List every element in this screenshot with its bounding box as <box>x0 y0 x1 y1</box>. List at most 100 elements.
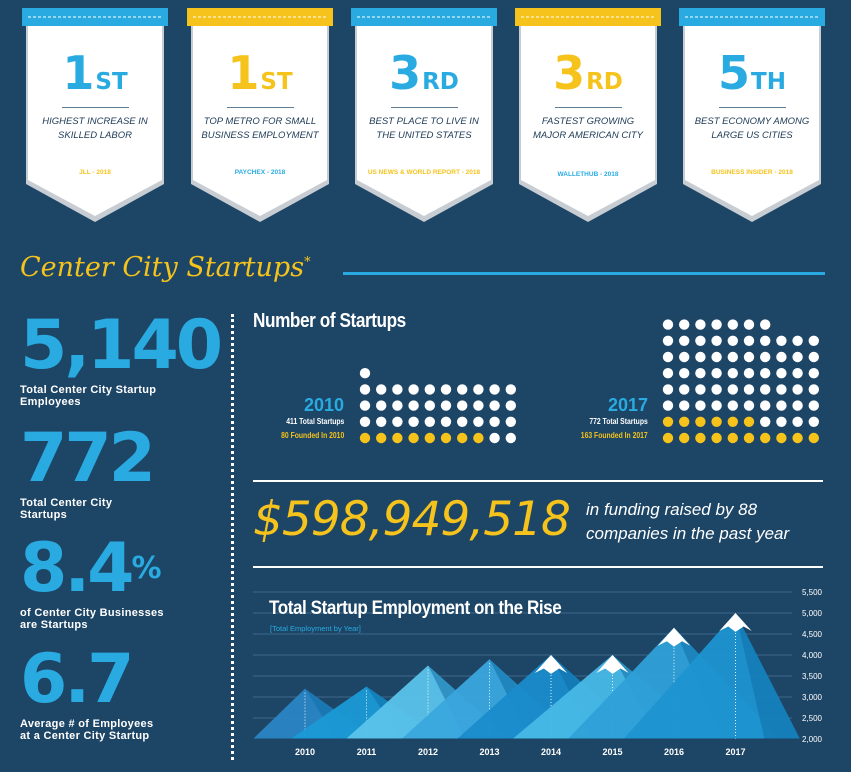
startup-dot <box>792 335 803 346</box>
stat-caption: Total Center City Startup Employees <box>20 384 157 408</box>
startup-dot <box>711 319 722 330</box>
startup-dot <box>792 416 803 427</box>
stat-caption: of Center City Businesses are Startups <box>20 607 164 631</box>
award-source: WALLETHUB - 2018 <box>557 171 619 178</box>
startup-dot <box>760 351 771 363</box>
badge-shape <box>351 8 497 222</box>
startup-dot <box>359 416 371 427</box>
startup-dot <box>711 335 722 346</box>
startup-dot <box>505 416 516 427</box>
award-source: BUSINESS INSIDER - 2018 <box>711 169 793 176</box>
divider <box>555 107 622 108</box>
award-badge: 3RD BEST PLACE TO LIVE IN THE UNITED STA… <box>351 8 497 224</box>
startup-dot <box>679 384 690 395</box>
founded-dot <box>743 416 755 427</box>
founded-dot <box>376 432 387 444</box>
y-tick-label: 4,500 <box>802 630 823 639</box>
y-tick-label: 2,000 <box>802 735 823 744</box>
startup-dot <box>792 384 803 395</box>
startup-dot <box>776 368 787 379</box>
funding-amount: $598,949,518 <box>253 492 571 547</box>
stat-caption: Total Center City Startups <box>20 497 113 521</box>
startup-dot <box>392 384 403 395</box>
y-tick-label: 5,500 <box>802 588 823 597</box>
startup-dot <box>662 368 674 379</box>
founded-dot <box>359 432 371 444</box>
y-tick-label: 5,000 <box>802 609 823 618</box>
award-description: FASTEST GROWING MAJOR AMERICAN CITY <box>533 116 643 141</box>
startup-dot <box>662 400 674 411</box>
startup-dot <box>679 335 690 346</box>
x-tick-label: 2016 <box>664 747 684 757</box>
startup-dot <box>440 416 452 427</box>
award-description: BEST PLACE TO LIVE IN THE UNITED STATES <box>369 116 479 141</box>
founded-dot <box>440 432 452 444</box>
snow-cap <box>657 627 691 647</box>
startup-dot <box>727 351 738 363</box>
startup-dot <box>743 384 755 395</box>
startup-dot <box>808 384 819 395</box>
founded-dot <box>662 416 674 427</box>
startups-title: Number of Startups <box>253 310 406 332</box>
startup-dot <box>662 335 674 346</box>
startup-dot <box>776 351 787 363</box>
mountain-shadow <box>489 659 578 739</box>
startup-dot <box>711 384 722 395</box>
chart-title: Total Startup Employment on the Rise <box>269 598 562 619</box>
startup-dot <box>679 400 690 411</box>
startup-dot <box>695 335 706 346</box>
startup-dot <box>408 384 419 395</box>
year-2017: 2017 <box>607 395 648 415</box>
startup-dot <box>743 351 755 363</box>
founded-dot <box>695 432 706 444</box>
rank: 1ST <box>227 46 293 100</box>
startup-dot <box>679 319 690 330</box>
snow-cap <box>719 613 752 632</box>
startup-dot <box>679 351 690 363</box>
awards-row: 1ST HIGHEST INCREASE IN SKILLED LABOR JL… <box>0 0 851 240</box>
startup-dot <box>392 400 403 411</box>
startup-dot <box>695 351 706 363</box>
startup-dot <box>695 384 706 395</box>
startup-dot <box>760 319 771 330</box>
founded-dot <box>679 432 690 444</box>
startup-dot <box>473 416 484 427</box>
startup-dot <box>727 319 738 330</box>
stat-value: 8.4% <box>20 529 162 608</box>
startup-dot <box>695 400 706 411</box>
startup-dot <box>727 335 738 346</box>
startup-dot <box>457 416 468 427</box>
startup-dot <box>473 400 484 411</box>
founded-dot <box>711 416 722 427</box>
stat-value: 772 <box>20 419 156 498</box>
stat-avg-employees: 6.7 Average # of Employees at a Center Ci… <box>20 646 153 743</box>
startup-dot <box>457 400 468 411</box>
founded-dot <box>792 432 803 444</box>
startup-dot <box>408 400 419 411</box>
founded-dot <box>760 432 771 444</box>
startup-dot <box>808 416 819 427</box>
startup-dot <box>424 400 435 411</box>
founded-dot <box>776 432 787 444</box>
startup-dot <box>440 400 452 411</box>
startup-dot <box>505 400 516 411</box>
x-tick-label: 2011 <box>357 747 377 757</box>
divider <box>719 107 786 108</box>
startup-dot <box>776 384 787 395</box>
founded-dot <box>808 432 819 444</box>
mountain-peak <box>623 613 800 739</box>
award-badge: 1ST HIGHEST INCREASE IN SKILLED LABOR JL… <box>22 8 168 224</box>
chart-subtitle: [Total Employment by Year] <box>270 624 361 633</box>
total-2010: 411 Total Startups <box>285 417 344 426</box>
rank: 1ST <box>62 46 128 100</box>
rank: 3RD <box>553 46 623 100</box>
founded-dot <box>695 416 706 427</box>
startup-dot <box>743 368 755 379</box>
startup-dot <box>695 319 706 330</box>
founded-dot <box>473 432 484 444</box>
startup-dot <box>662 319 674 330</box>
founded-dot <box>408 432 419 444</box>
startup-dot <box>808 368 819 379</box>
startup-dot <box>760 400 771 411</box>
startup-dot <box>711 368 722 379</box>
